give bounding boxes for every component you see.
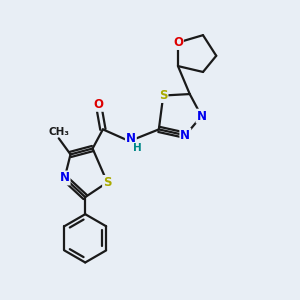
Text: N: N [126,132,136,145]
Text: N: N [196,110,206,123]
Text: H: H [133,142,142,153]
Text: N: N [180,129,190,142]
Text: O: O [94,98,103,111]
Text: N: N [60,172,70,184]
Text: S: S [159,89,167,102]
Text: CH₃: CH₃ [48,127,69,137]
Text: O: O [173,36,183,49]
Text: S: S [103,176,112,189]
